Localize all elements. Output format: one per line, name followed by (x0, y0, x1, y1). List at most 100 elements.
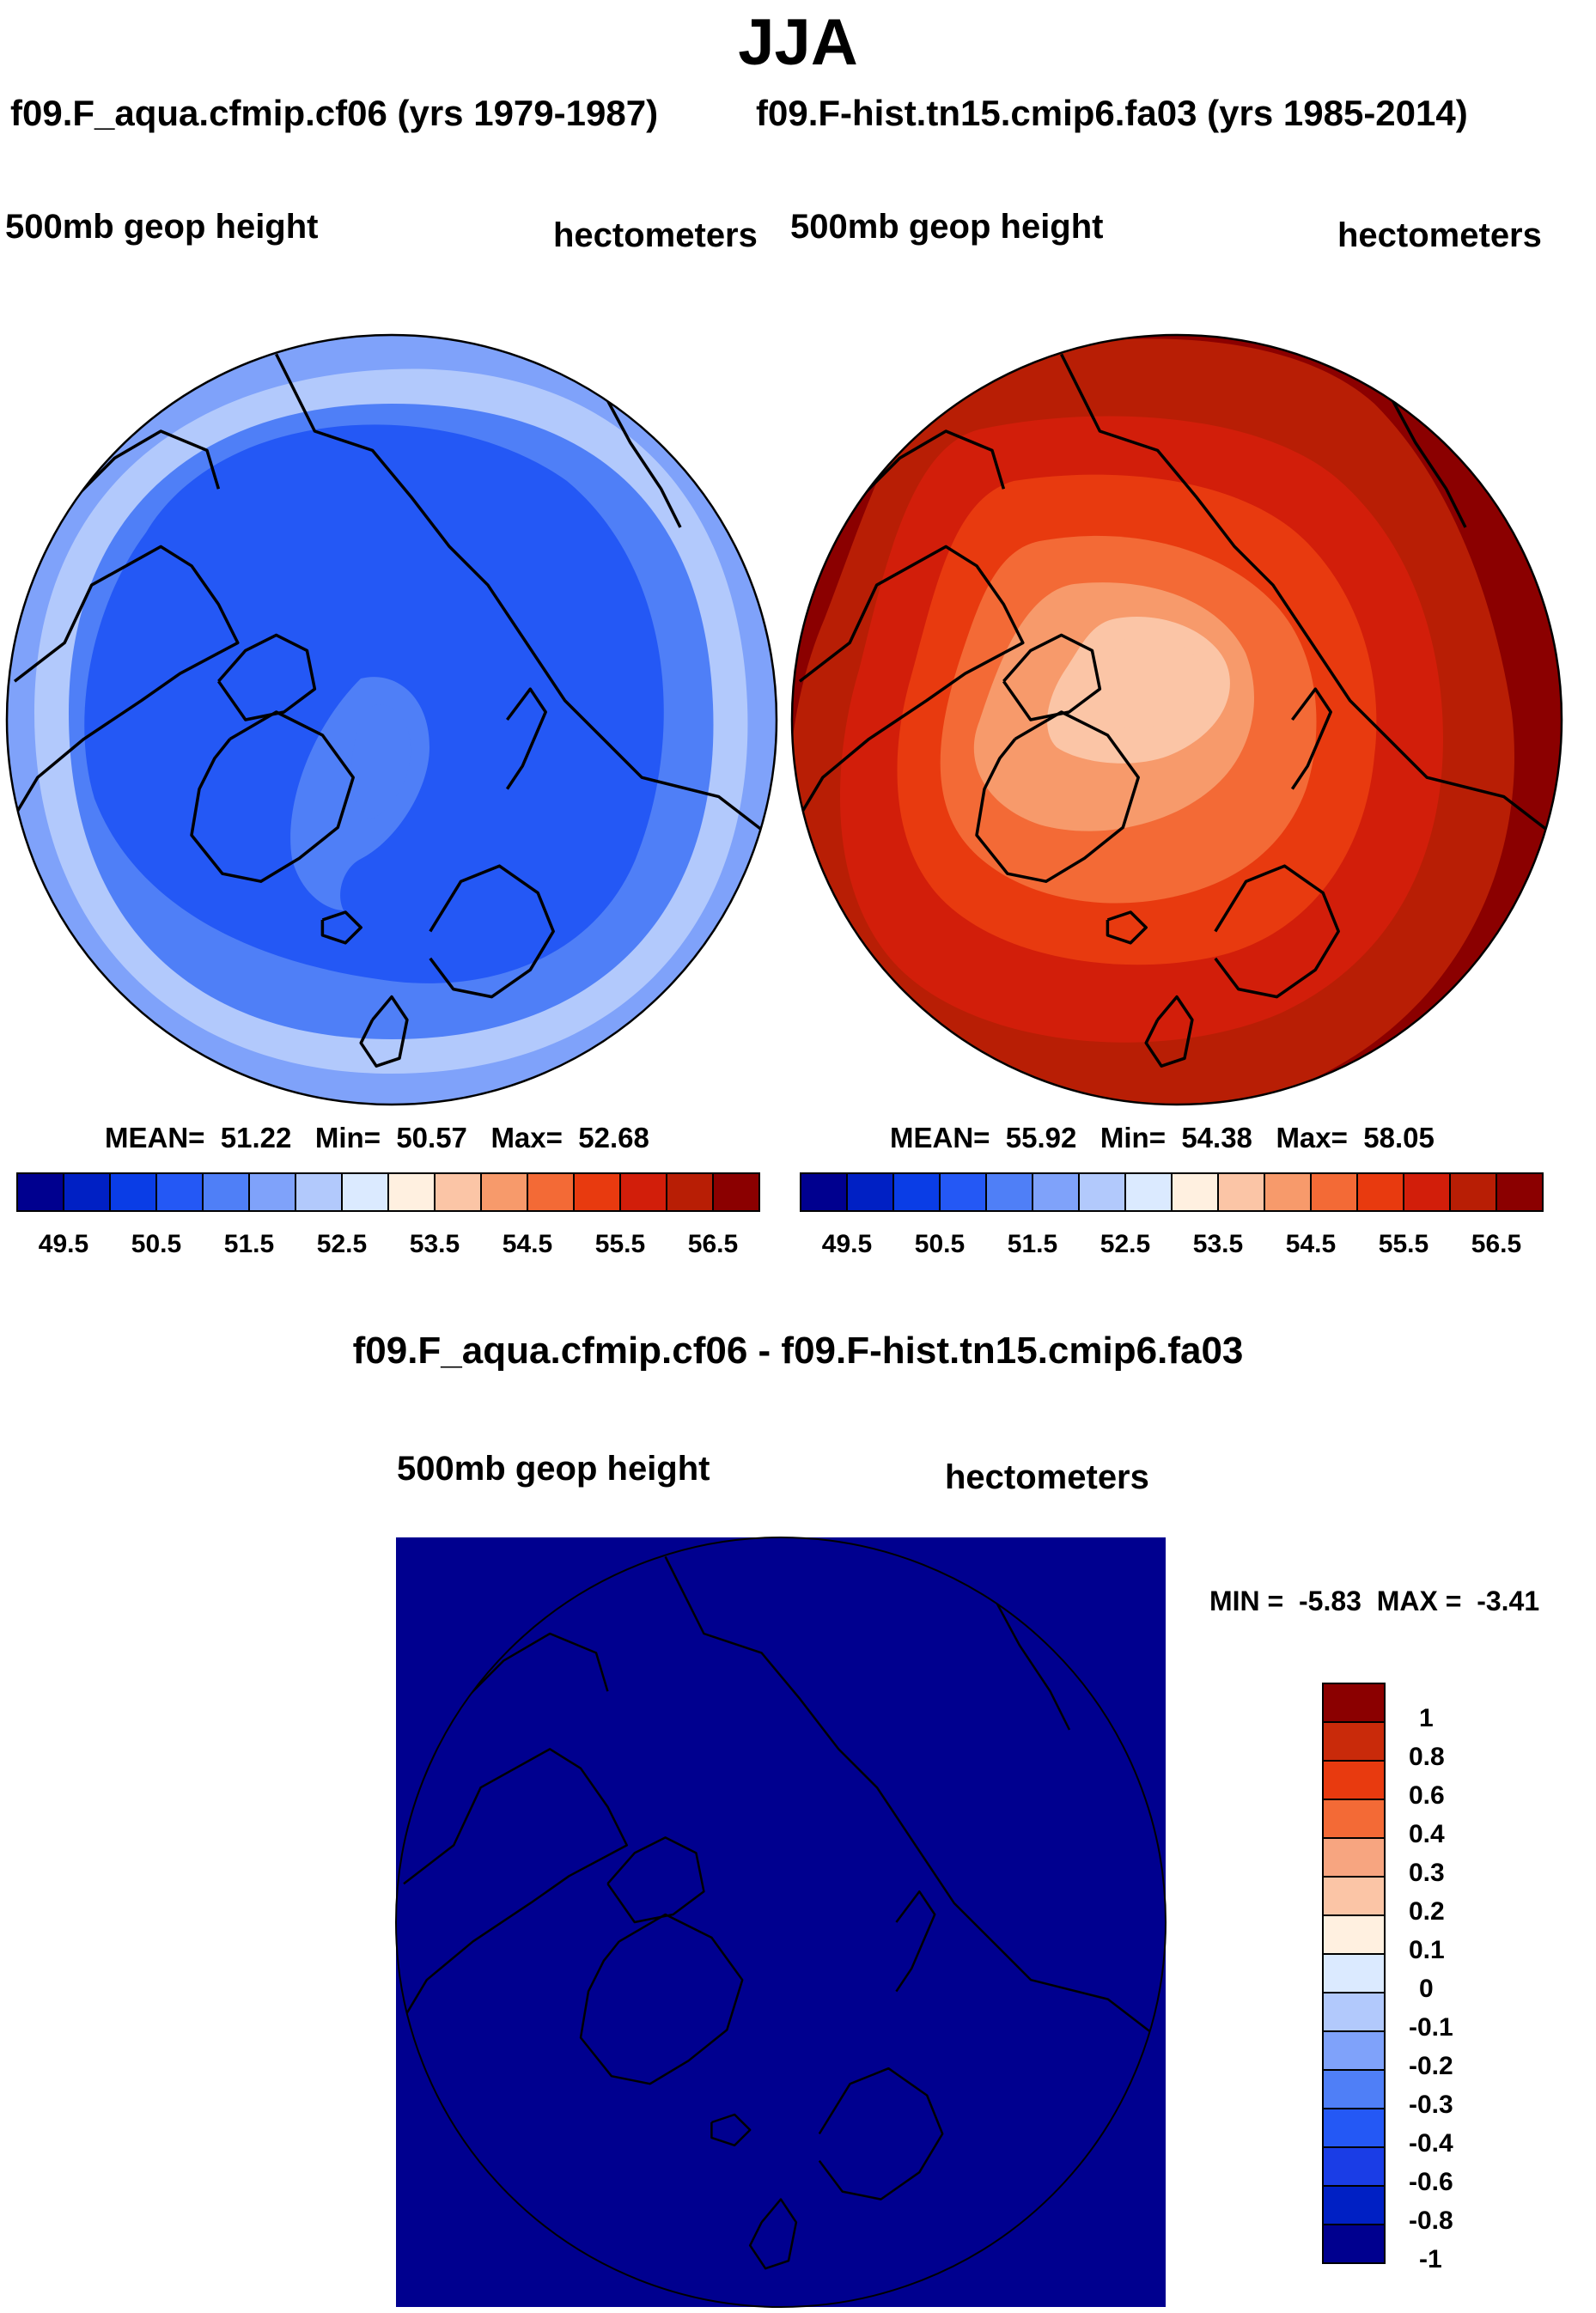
panel3-min-label: MIN = (1209, 1586, 1284, 1616)
panel1-units-label: hectometers (553, 216, 758, 254)
cb1-tick: 53.5 (409, 1230, 460, 1258)
uk-coastline (1144, 995, 1194, 1068)
colorbar-box (1495, 1172, 1544, 1212)
panel2-mean-value: 55.92 (1005, 1122, 1077, 1153)
panel1-min-value: 50.57 (396, 1122, 467, 1153)
difference-title: f09.F_aqua.cfmip.cf06 - f09.F-hist.tn15.… (352, 1330, 1244, 1372)
panel1-mean-value: 51.22 (220, 1122, 292, 1153)
panel1-variable-label: 500mb geop height (5, 208, 319, 246)
cb3-tick: -0.3 (1409, 2091, 1453, 2119)
cb2-tick: 55.5 (1378, 1230, 1429, 1258)
colorbar-box (527, 1172, 575, 1212)
panel2-map (790, 333, 1563, 1106)
colorbar-box (1356, 1172, 1404, 1212)
cb3-tick: 0.2 (1409, 1897, 1445, 1926)
greenland-coastline (975, 710, 1140, 883)
panel2-min-value: 54.38 (1181, 1122, 1252, 1153)
colorbar-box (16, 1172, 64, 1212)
panel1-min-label: Min= (314, 1122, 381, 1153)
colorbar-box (480, 1172, 528, 1212)
kamchatka-coastline (991, 1594, 1071, 1731)
novaya-zemlya-coastline (895, 1890, 936, 1993)
colorbar-box (712, 1172, 760, 1212)
figure-title: JJA (738, 6, 858, 79)
siberia-coastline (1060, 353, 1556, 837)
cb1-tick: 50.5 (131, 1230, 182, 1258)
alaska-coastline (848, 429, 1006, 509)
panel2-max-label: Max= (1276, 1122, 1348, 1153)
colorbar-box (1171, 1172, 1219, 1212)
colorbar-box (155, 1172, 204, 1212)
colorbar-box (434, 1172, 482, 1212)
case1-title: f09.F_aqua.cfmip.cf06 (yrs 1979-1987) (10, 93, 659, 133)
colorbar-box (387, 1172, 436, 1212)
panel2-min-label: Min= (1100, 1122, 1166, 1153)
colorbar-box (1322, 1992, 1386, 2032)
colorbar-box (1322, 1953, 1386, 1993)
colorbar-box (63, 1172, 111, 1212)
cb3-tick: 0.3 (1409, 1859, 1445, 1887)
colorbar-box (341, 1172, 389, 1212)
colorbar-box (1124, 1172, 1173, 1212)
colorbar-box (1078, 1172, 1126, 1212)
colorbar-box (248, 1172, 296, 1212)
cb3-tick: 0.8 (1409, 1743, 1445, 1771)
panel1-max-value: 52.68 (578, 1122, 649, 1153)
colorbar-box (1310, 1172, 1358, 1212)
colorbar-box (1322, 2030, 1386, 2071)
panel2-stats: MEAN= 55.92 Min= 54.38 Max= 58.05 (890, 1122, 1435, 1154)
panel1-mean-label: MEAN= (105, 1122, 205, 1153)
colorbar-box (1322, 2108, 1386, 2148)
arctic-archipelago-coastline (216, 633, 317, 721)
cb3-tick: 0 (1419, 1975, 1434, 2003)
panel1-map (5, 333, 778, 1106)
cb2-tick: 52.5 (1100, 1230, 1151, 1258)
cb3-tick: 0.6 (1409, 1781, 1445, 1810)
panel3-map-border (395, 1537, 1167, 2308)
colorbar-box (1322, 1721, 1386, 1762)
kamchatka-coastline (601, 392, 682, 528)
iceland-coastline (1106, 910, 1148, 945)
colorbar-box (1322, 1683, 1386, 1723)
cb3-tick: -1 (1419, 2245, 1442, 2273)
colorbar-box (1322, 2069, 1386, 2109)
colorbar-box (1322, 2185, 1386, 2225)
kamchatka-coastline (1386, 392, 1467, 528)
cb1-tick: 51.5 (223, 1230, 275, 1258)
scandinavia-coastline (429, 864, 555, 999)
panel1-stats: MEAN= 51.22 Min= 50.57 Max= 52.68 (105, 1122, 649, 1154)
panel2-variable-label: 500mb geop height (790, 208, 1104, 246)
panel2-max-value: 58.05 (1363, 1122, 1435, 1153)
colorbar-box (846, 1172, 894, 1212)
cb2-tick: 51.5 (1007, 1230, 1058, 1258)
arctic-archipelago-coastline (606, 1836, 705, 1924)
colorbar-box (1322, 2146, 1386, 2187)
colorbar-box (1322, 2224, 1386, 2264)
cb3-tick: 0.1 (1409, 1936, 1445, 1964)
colorbar-box (573, 1172, 621, 1212)
iceland-coastline (710, 2113, 752, 2147)
arctic-archipelago-coastline (1002, 633, 1102, 721)
greenland-coastline (579, 1913, 744, 2085)
cb3-tick: -0.6 (1409, 2168, 1453, 2196)
case2-title: f09.F-hist.tn15.cmip6.fa03 (yrs 1985-201… (756, 93, 1468, 133)
greenland-coastline (190, 710, 355, 883)
colorbar-box (1322, 1914, 1386, 1955)
panel3-coastlines (402, 1555, 1159, 2270)
colorbar-box (619, 1172, 667, 1212)
cb1-tick: 49.5 (38, 1230, 89, 1258)
panel3-min-value: -5.83 (1299, 1586, 1361, 1616)
cb1-tick: 54.5 (502, 1230, 553, 1258)
cb3-tick: -0.8 (1409, 2206, 1453, 2235)
colorbar-box (800, 1172, 848, 1212)
cb3-tick: -0.2 (1409, 2052, 1453, 2080)
colorbar-box (1403, 1172, 1451, 1212)
colorbar-box (1322, 1760, 1386, 1800)
colorbar-box (1217, 1172, 1265, 1212)
panel3-max-value: -3.41 (1477, 1586, 1540, 1616)
cb2-tick: 50.5 (914, 1230, 966, 1258)
colorbar-box (1449, 1172, 1497, 1212)
panel3-units-label: hectometers (945, 1458, 1149, 1496)
cb3-tick: 1 (1419, 1704, 1434, 1732)
